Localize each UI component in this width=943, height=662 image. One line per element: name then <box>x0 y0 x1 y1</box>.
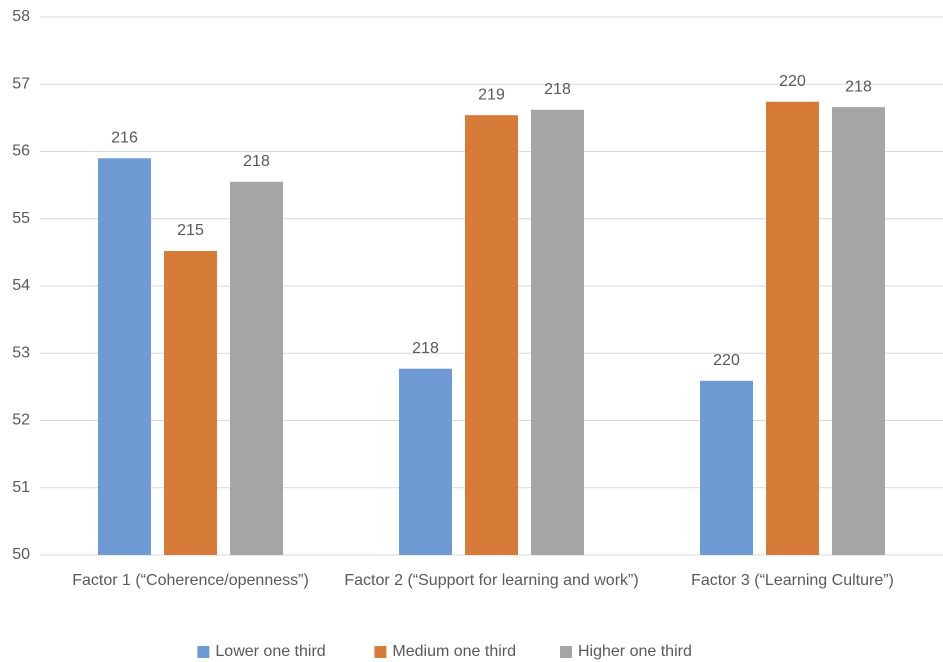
bar <box>700 380 753 555</box>
y-tick-label: 56 <box>12 143 30 160</box>
legend-swatch <box>374 646 387 658</box>
data-label: 218 <box>544 81 571 98</box>
data-label: 218 <box>412 340 439 357</box>
x-tick-label: Factor 3 (“Learning Culture”) <box>691 572 894 589</box>
bar <box>465 115 518 555</box>
legend-label: Medium one third <box>392 643 516 660</box>
x-tick-label: Factor 1 (“Coherence/openness”) <box>72 572 309 589</box>
legend-label: Higher one third <box>578 643 692 660</box>
data-label: 219 <box>478 86 505 103</box>
bar <box>832 107 885 556</box>
bar <box>399 368 452 555</box>
bar <box>531 109 584 556</box>
y-tick-label: 53 <box>12 344 30 361</box>
legend-swatch <box>560 646 572 658</box>
y-tick-label: 50 <box>12 546 30 563</box>
y-tick-label: 55 <box>12 210 30 227</box>
legend-swatch <box>197 646 210 658</box>
x-tick-label: Factor 2 (“Support for learning and work… <box>344 572 639 589</box>
bar <box>230 181 283 555</box>
legend-label: Lower one third <box>215 643 325 660</box>
y-tick-label: 58 <box>12 8 30 25</box>
data-label: 215 <box>177 222 204 239</box>
data-label: 216 <box>111 129 138 146</box>
y-tick-label: 51 <box>12 479 30 496</box>
data-label: 220 <box>713 352 740 369</box>
y-tick-label: 57 <box>12 75 30 92</box>
bar <box>164 251 217 555</box>
data-label: 218 <box>845 78 872 95</box>
data-label: 220 <box>779 73 806 90</box>
bar <box>98 158 151 555</box>
y-tick-label: 52 <box>12 412 30 429</box>
bar <box>766 101 819 556</box>
data-label: 218 <box>243 153 270 170</box>
y-tick-label: 54 <box>12 277 30 294</box>
